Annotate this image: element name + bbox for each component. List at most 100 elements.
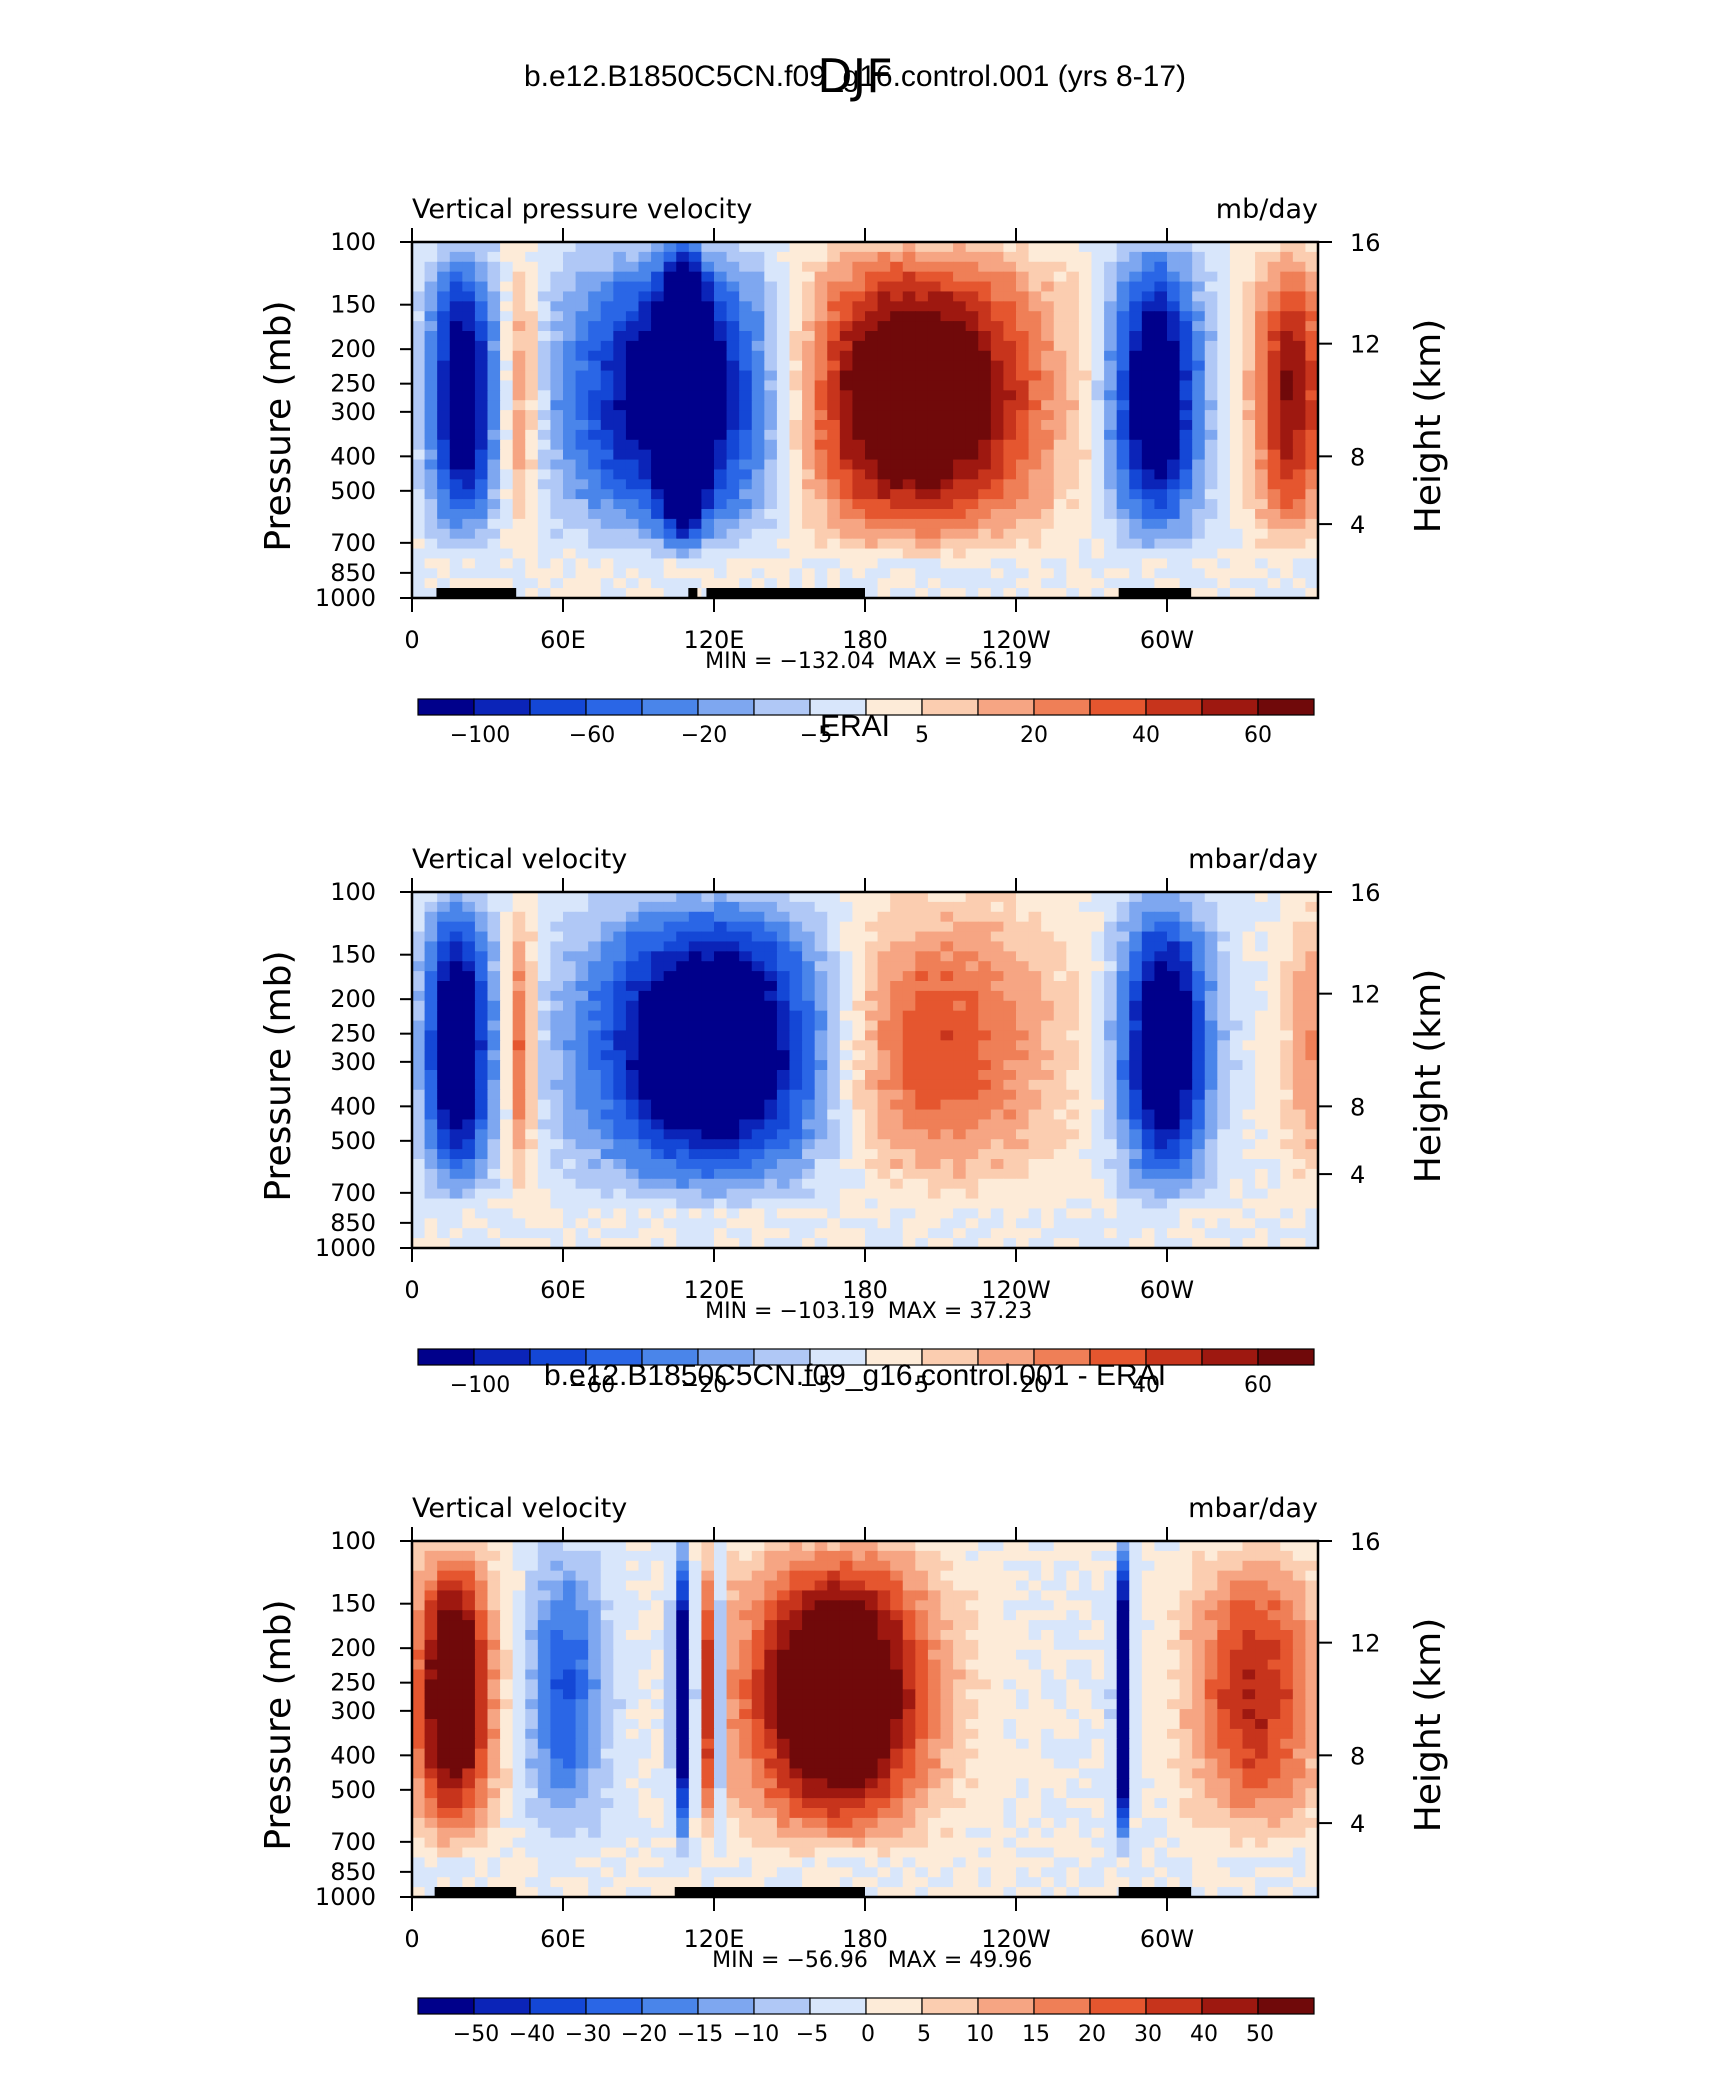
heatmap-cell [525, 990, 539, 1002]
heatmap-cell [487, 390, 501, 401]
heatmap-cell [575, 271, 589, 283]
heatmap-cell [651, 251, 665, 263]
heatmap-cell [852, 921, 866, 933]
heatmap-cell [1204, 1178, 1218, 1190]
heatmap-cell [563, 518, 577, 530]
heatmap-cell [474, 1030, 489, 1041]
heatmap-cell [651, 578, 665, 589]
heatmap-cell [714, 509, 728, 520]
heatmap-cell [625, 1149, 640, 1160]
heatmap-cell [1104, 1109, 1118, 1121]
heatmap-cell [1053, 1099, 1067, 1111]
heatmap-cell [990, 439, 1005, 451]
heatmap-cell [1280, 1168, 1294, 1180]
heatmap-cell [412, 489, 426, 500]
heatmap-cell [1078, 1070, 1093, 1081]
heatmap-cell [839, 1159, 854, 1170]
heatmap-cell [412, 1119, 426, 1130]
heatmap-cell [940, 1099, 954, 1111]
heatmap-cell [1091, 578, 1105, 589]
heatmap-cell [827, 961, 841, 972]
heatmap-cell [1078, 1149, 1093, 1160]
heatmap-cell [701, 1089, 715, 1101]
heatmap-cell [965, 370, 979, 382]
heatmap-cell [701, 971, 715, 982]
heatmap-cell [877, 971, 891, 982]
heatmap-cell [776, 1010, 791, 1022]
heatmap-cell [1154, 321, 1168, 332]
heatmap-cell [1066, 548, 1080, 560]
colorbar-label: −5 [800, 723, 832, 748]
heatmap-cell [1053, 1149, 1067, 1160]
heatmap-cell [1242, 331, 1256, 342]
heatmap-cell [1041, 449, 1055, 461]
heatmap-cell [701, 1000, 715, 1012]
heatmap-cell [1066, 1168, 1080, 1180]
heatmap-cell [1242, 429, 1256, 441]
heatmap-cell [1104, 400, 1118, 411]
heatmap-cell [676, 1198, 690, 1210]
heatmap-cell [990, 340, 1005, 352]
heatmap-cell [751, 301, 765, 312]
heatmap-cell [776, 439, 791, 451]
heatmap-cell [1267, 911, 1281, 923]
heatmap-cell [424, 449, 438, 461]
heatmap-cell [764, 360, 778, 372]
heatmap-cell [1229, 528, 1244, 540]
heatmap-cell [776, 301, 791, 312]
heatmap-cell [1016, 360, 1030, 372]
heatmap-cell [424, 479, 438, 490]
heatmap-cell [412, 1149, 426, 1160]
heatmap-cell [789, 281, 803, 293]
heatmap-cell [726, 261, 740, 273]
heatmap-cell [1242, 1079, 1256, 1091]
heatmap-cell [978, 281, 992, 293]
heatmap-cell [1141, 1050, 1156, 1061]
heatmap-cell [575, 1020, 589, 1032]
heatmap-cell [1091, 1099, 1105, 1111]
heatmap-cell [1016, 1050, 1030, 1061]
heatmap-cell [1192, 420, 1206, 431]
heatmap-cell [726, 420, 740, 431]
heatmap-cell [1028, 1188, 1042, 1200]
heatmap-cell [1091, 281, 1105, 293]
heatmap-cell [1167, 931, 1181, 943]
heatmap-cell [1041, 261, 1055, 273]
heatmap-cell [449, 459, 463, 471]
heatmap-cell [1078, 1109, 1093, 1121]
heatmap-cell [1242, 568, 1256, 579]
heatmap-cell [512, 370, 526, 382]
heatmap-cell [651, 281, 665, 293]
heatmap-cell [726, 281, 740, 293]
heatmap-cell [751, 1030, 765, 1041]
heatmap-cell [563, 1020, 577, 1032]
heatmap-cell [1066, 271, 1080, 283]
heatmap-cell [525, 1099, 539, 1111]
heatmap-cell [1016, 499, 1030, 510]
heatmap-cell [789, 1010, 803, 1022]
heatmap-cell [651, 459, 665, 471]
heatmap-cell [839, 400, 854, 411]
heatmap-cell [449, 990, 463, 1002]
heatmap-cell [1255, 360, 1269, 372]
heatmap-cell [1179, 1159, 1193, 1170]
heatmap-cell [1255, 1178, 1269, 1190]
heatmap-cell [688, 1040, 703, 1051]
heatmap-cell [1016, 429, 1030, 441]
heatmap-cell [1066, 331, 1080, 342]
heatmap-cell [424, 1188, 438, 1200]
heatmap-cell [1167, 568, 1181, 579]
heatmap-cell [651, 360, 665, 372]
heatmap-cell [1229, 1070, 1244, 1081]
heatmap-cell [412, 271, 426, 283]
heatmap-cell [462, 380, 476, 391]
heatmap-cell [487, 479, 501, 490]
heatmap-cell [600, 1040, 614, 1051]
heatmap-cell [424, 1050, 438, 1061]
heatmap-cell [990, 518, 1005, 530]
heatmap-cell [1217, 568, 1231, 579]
heatmap-cell [978, 499, 992, 510]
heatmap-cell [940, 410, 954, 421]
heatmap-cell [474, 499, 489, 510]
heatmap-cell [789, 1050, 803, 1061]
